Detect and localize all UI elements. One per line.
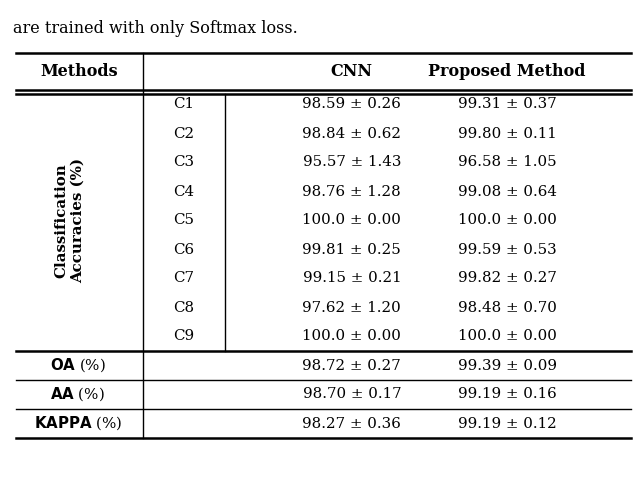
- Text: 97.62 ± 1.20: 97.62 ± 1.20: [302, 300, 401, 314]
- Text: $\bf{KAPPA}$ (%): $\bf{KAPPA}$ (%): [34, 414, 122, 432]
- Text: C1: C1: [173, 98, 195, 112]
- Text: 98.76 ± 1.28: 98.76 ± 1.28: [302, 184, 401, 198]
- Text: 98.72 ± 0.27: 98.72 ± 0.27: [302, 358, 401, 372]
- Text: 99.82 ± 0.27: 99.82 ± 0.27: [458, 272, 557, 285]
- Text: Classification
Accuracies (%): Classification Accuracies (%): [55, 158, 85, 283]
- Text: 98.70 ± 0.17: 98.70 ± 0.17: [302, 388, 401, 402]
- Text: C5: C5: [173, 214, 195, 228]
- Text: 99.81 ± 0.25: 99.81 ± 0.25: [302, 242, 401, 256]
- Text: 98.48 ± 0.70: 98.48 ± 0.70: [458, 300, 557, 314]
- Text: 99.19 ± 0.12: 99.19 ± 0.12: [458, 416, 557, 430]
- Text: C8: C8: [173, 300, 195, 314]
- Text: are trained with only Softmax loss.: are trained with only Softmax loss.: [13, 20, 297, 37]
- Text: $\bf{AA}$ (%): $\bf{AA}$ (%): [50, 386, 105, 404]
- Text: 95.57 ± 1.43: 95.57 ± 1.43: [302, 156, 401, 170]
- Text: 99.80 ± 0.11: 99.80 ± 0.11: [458, 126, 557, 140]
- Text: C2: C2: [173, 126, 195, 140]
- Text: 98.84 ± 0.62: 98.84 ± 0.62: [302, 126, 401, 140]
- Text: $\bf{OA}$ (%): $\bf{OA}$ (%): [49, 356, 106, 374]
- Text: 98.27 ± 0.36: 98.27 ± 0.36: [302, 416, 401, 430]
- Text: Proposed Method: Proposed Method: [429, 62, 586, 80]
- Text: C6: C6: [173, 242, 195, 256]
- Text: C7: C7: [173, 272, 195, 285]
- Text: 99.31 ± 0.37: 99.31 ± 0.37: [458, 98, 557, 112]
- Text: C3: C3: [173, 156, 195, 170]
- Text: 100.0 ± 0.00: 100.0 ± 0.00: [302, 214, 401, 228]
- Text: 100.0 ± 0.00: 100.0 ± 0.00: [458, 214, 557, 228]
- Text: 99.59 ± 0.53: 99.59 ± 0.53: [458, 242, 557, 256]
- Text: C9: C9: [173, 330, 195, 344]
- Text: 98.59 ± 0.26: 98.59 ± 0.26: [302, 98, 401, 112]
- Text: CNN: CNN: [331, 62, 373, 80]
- Text: 99.19 ± 0.16: 99.19 ± 0.16: [458, 388, 557, 402]
- Text: 99.15 ± 0.21: 99.15 ± 0.21: [302, 272, 401, 285]
- Text: Methods: Methods: [41, 62, 118, 80]
- Text: 99.39 ± 0.09: 99.39 ± 0.09: [458, 358, 557, 372]
- Text: 100.0 ± 0.00: 100.0 ± 0.00: [458, 330, 557, 344]
- Text: 99.08 ± 0.64: 99.08 ± 0.64: [458, 184, 557, 198]
- Text: 100.0 ± 0.00: 100.0 ± 0.00: [302, 330, 401, 344]
- Text: C4: C4: [173, 184, 195, 198]
- Text: 96.58 ± 1.05: 96.58 ± 1.05: [458, 156, 557, 170]
